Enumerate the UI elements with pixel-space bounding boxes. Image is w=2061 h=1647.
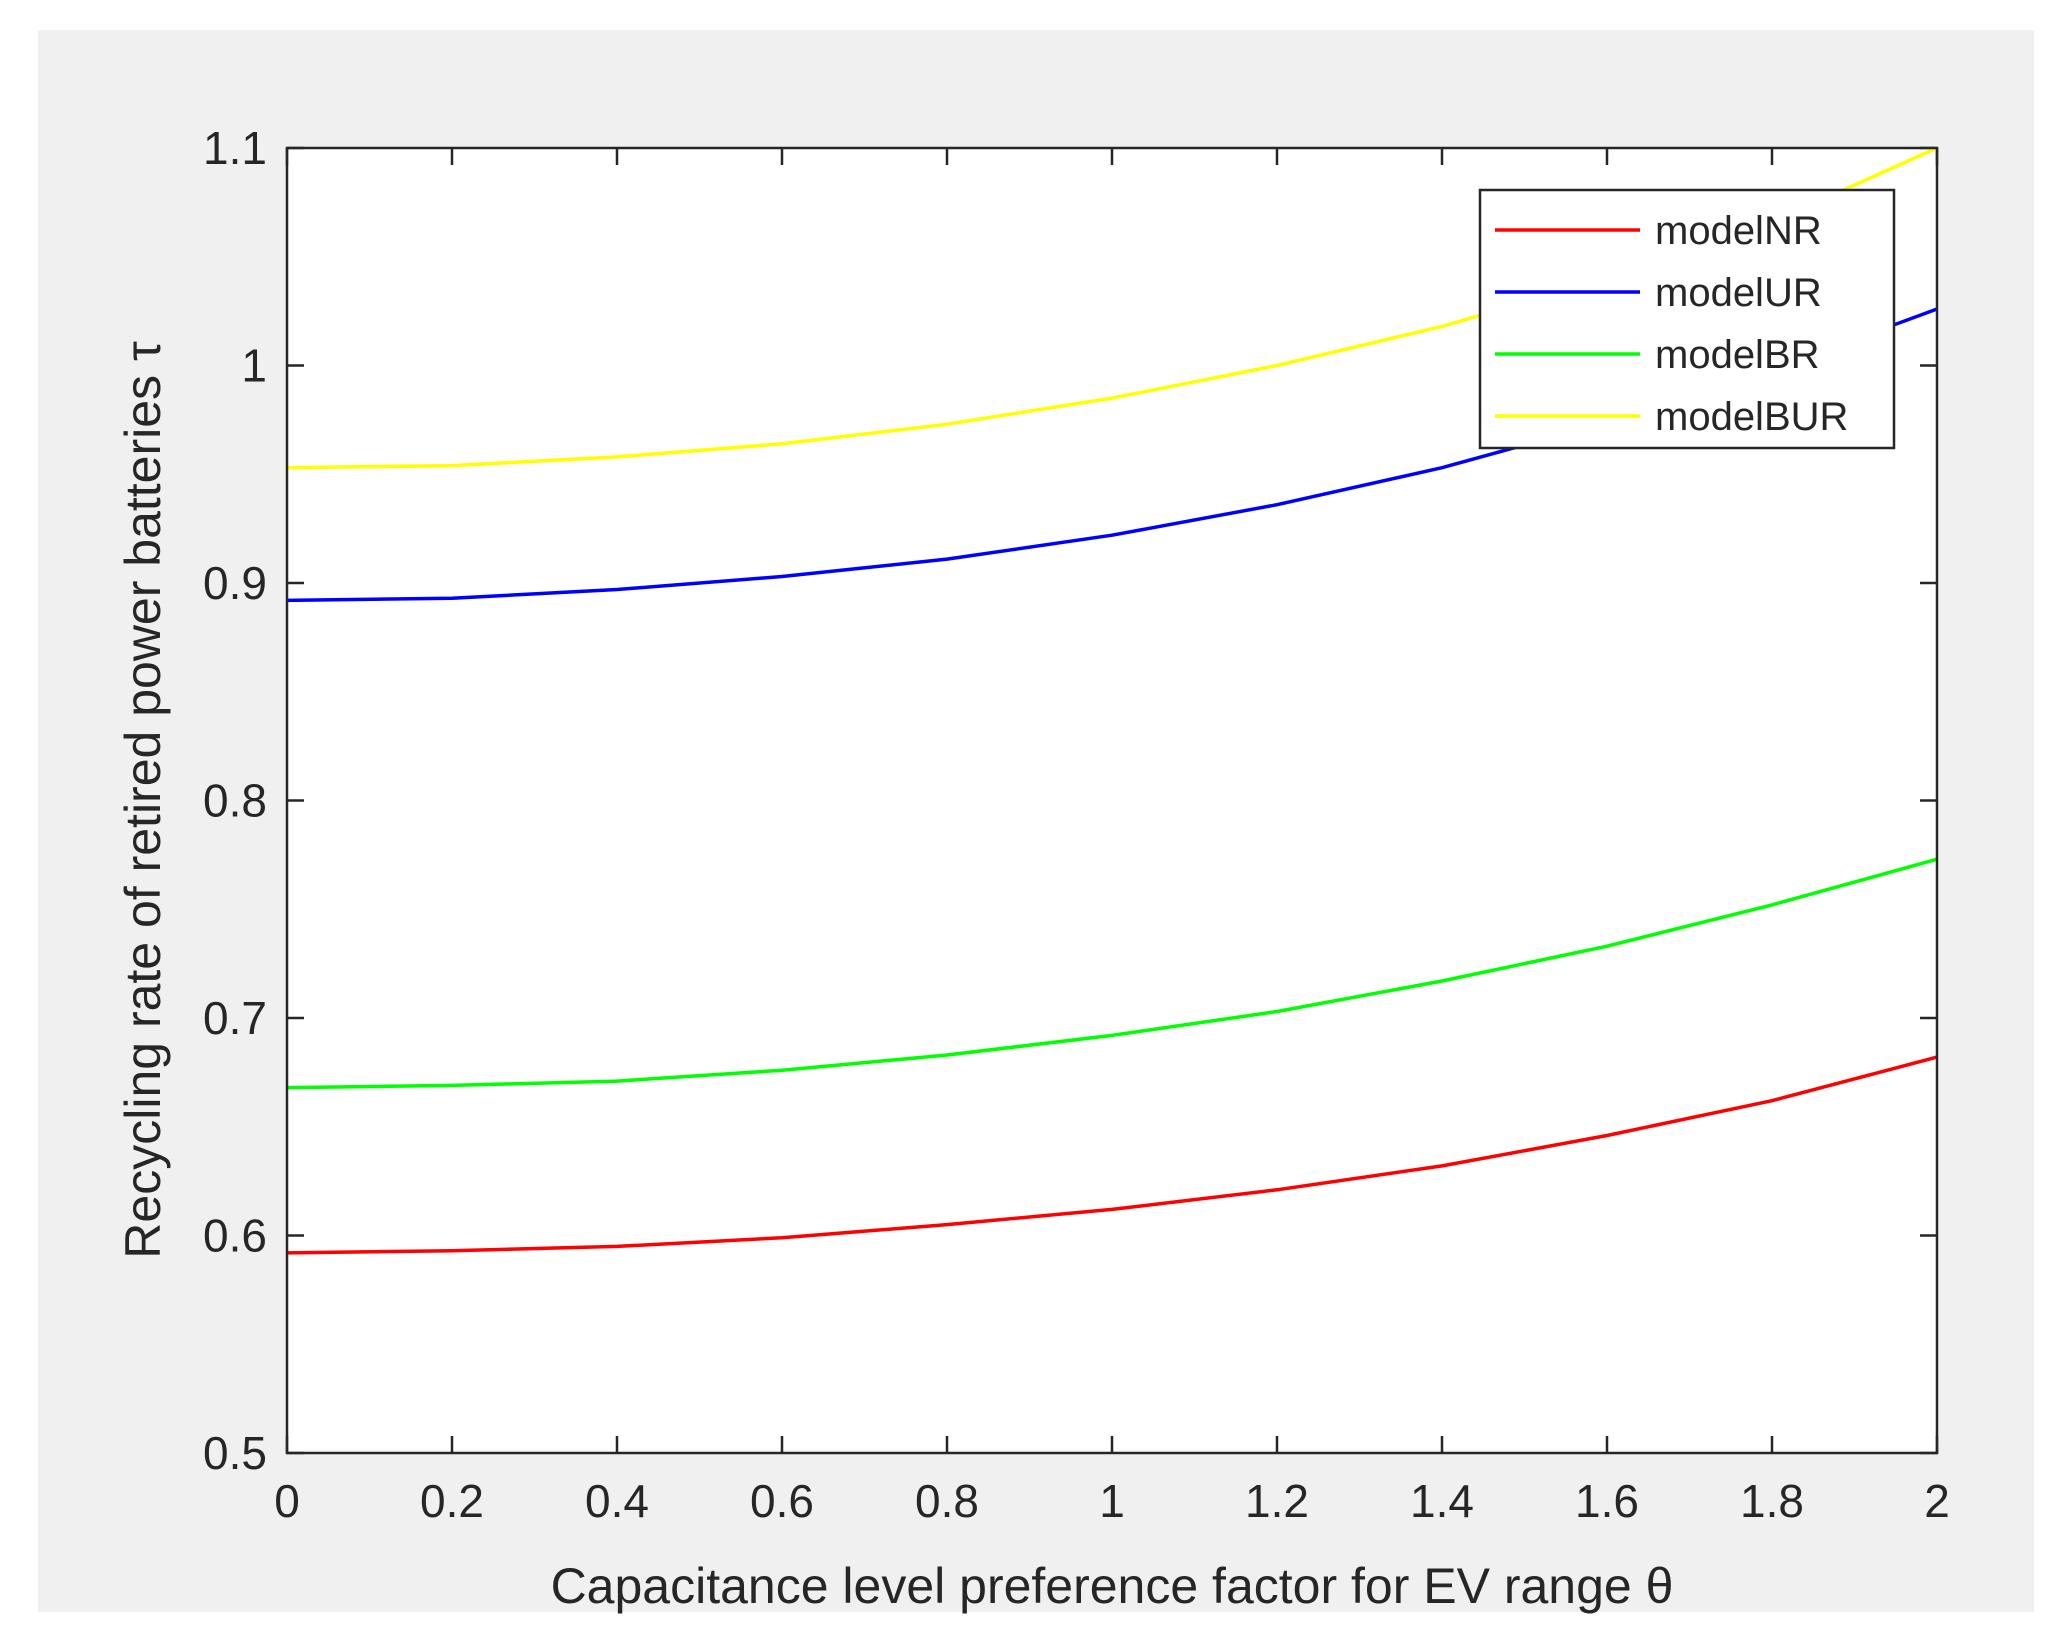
x-tick-label: 0.4 xyxy=(585,1475,649,1527)
y-tick-labels: 0.5 0.6 0.7 0.8 0.9 1 1.1 xyxy=(203,122,267,1479)
y-tick-label: 0.7 xyxy=(203,992,267,1044)
y-tick-label: 0.8 xyxy=(203,775,267,827)
x-tick-label: 0.8 xyxy=(915,1475,979,1527)
x-tick-label: 1.2 xyxy=(1245,1475,1309,1527)
x-tick-label: 1 xyxy=(1099,1475,1125,1527)
legend-label: modelUR xyxy=(1655,271,1822,315)
axis-ticks xyxy=(285,146,1939,1455)
x-tick-label: 0 xyxy=(274,1475,300,1527)
x-tick-label: 1.8 xyxy=(1740,1475,1804,1527)
legend-label: modelNR xyxy=(1655,209,1822,253)
y-tick-label: 0.6 xyxy=(203,1210,267,1262)
x-tick-label: 0.6 xyxy=(750,1475,814,1527)
y-axis-title: Recycling rate of retired power batterie… xyxy=(115,341,171,1259)
legend-label: modelBR xyxy=(1655,333,1820,377)
x-tick-label: 0.2 xyxy=(420,1475,484,1527)
legend: modelNR modelUR modelBR modelBUR xyxy=(1478,188,1896,450)
y-tick-label: 1.1 xyxy=(203,122,267,174)
x-tick-labels: 0 0.2 0.4 0.6 0.8 1 1.2 1.4 1.6 1.8 2 xyxy=(274,1475,1950,1527)
y-tick-label: 0.9 xyxy=(203,557,267,609)
y-tick-label: 0.5 xyxy=(203,1427,267,1479)
x-axis-title: Capacitance level preference factor for … xyxy=(551,1558,1674,1614)
series-line-modelNR xyxy=(286,1055,1938,1255)
plot-box xyxy=(285,146,1939,1455)
y-tick-label: 1 xyxy=(241,340,267,392)
legend-box xyxy=(1478,188,1896,450)
x-tick-label: 1.4 xyxy=(1410,1475,1474,1527)
series-line-modelBR xyxy=(286,857,1938,1090)
x-tick-label: 1.6 xyxy=(1575,1475,1639,1527)
x-tick-label: 2 xyxy=(1924,1475,1950,1527)
legend-label: modelBUR xyxy=(1655,395,1848,439)
